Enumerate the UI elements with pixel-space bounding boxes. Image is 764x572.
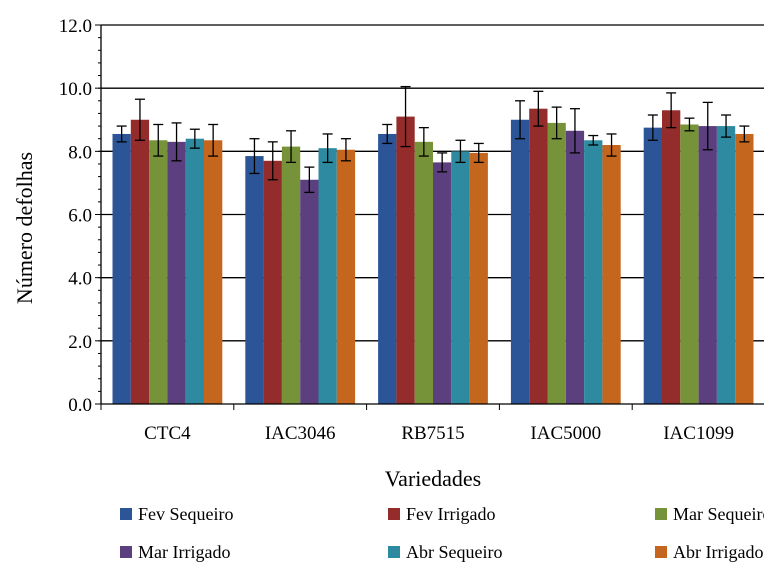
bar <box>281 146 301 405</box>
y-tick-label: 6.0 <box>68 206 92 227</box>
x-tick-label: IAC5000 <box>530 423 601 444</box>
legend-label: Abr Sequeiro <box>406 542 502 562</box>
bar <box>300 179 319 404</box>
legend-swatch <box>388 508 400 520</box>
legend-swatch <box>120 508 132 520</box>
legend-swatch <box>655 546 667 558</box>
bar <box>263 160 282 404</box>
legend-label: Mar Irrigado <box>138 542 230 562</box>
bar <box>318 148 337 404</box>
bar <box>414 141 433 404</box>
bar <box>396 116 415 404</box>
legend-label: Fev Sequeiro <box>138 504 233 524</box>
bar <box>510 119 530 404</box>
y-tick-label: 0.0 <box>68 395 92 416</box>
legend-swatch <box>388 546 400 558</box>
legend: Fev Sequeiro Fev Irrigado Mar Sequeiro Mar … <box>120 504 764 562</box>
bar <box>662 110 681 405</box>
x-tick-label: CTC4 <box>144 423 191 444</box>
bar <box>112 133 131 404</box>
bar <box>433 162 452 404</box>
legend-label: Fev Irrigado <box>406 504 495 524</box>
legend-swatch <box>655 508 667 520</box>
bar <box>130 119 150 404</box>
x-tick-label: IAC3046 <box>265 423 336 444</box>
bar <box>680 124 699 405</box>
axes: 0.0 2.0 4.0 6.0 8.0 10.0 12.0 CTC4 IAC3046 RB7515… <box>59 16 764 444</box>
y-tick-label: 4.0 <box>68 269 92 290</box>
bar <box>602 145 621 404</box>
bar <box>245 156 264 404</box>
bar <box>529 108 548 404</box>
error-bars <box>116 85 750 194</box>
bar <box>469 152 488 404</box>
legend-label: Mar Sequeiro <box>673 504 764 524</box>
bar <box>336 149 356 404</box>
y-axis-title: Número defolhas <box>12 152 37 304</box>
x-tick-label: IAC1099 <box>663 423 734 444</box>
y-tick-label: 8.0 <box>68 142 92 163</box>
bar <box>185 138 204 404</box>
bar <box>716 126 736 405</box>
y-tick-label: 10.0 <box>59 79 92 100</box>
bar <box>565 130 585 404</box>
legend-swatch <box>120 546 132 558</box>
bar <box>378 133 397 404</box>
bar <box>547 122 566 405</box>
bar <box>451 151 470 404</box>
bar <box>698 126 717 405</box>
y-tick-label: 2.0 <box>68 332 92 353</box>
x-axis-title: Variedades <box>385 466 482 491</box>
bar <box>735 133 754 404</box>
bar <box>204 140 223 404</box>
legend-label: Abr Irrigado <box>673 542 763 562</box>
x-tick-label: RB7515 <box>401 423 464 444</box>
bar <box>167 141 186 404</box>
bar <box>643 127 662 404</box>
bar <box>149 140 168 404</box>
bars <box>112 108 754 405</box>
y-tick-label: 12.0 <box>59 16 92 37</box>
bar <box>584 140 603 404</box>
